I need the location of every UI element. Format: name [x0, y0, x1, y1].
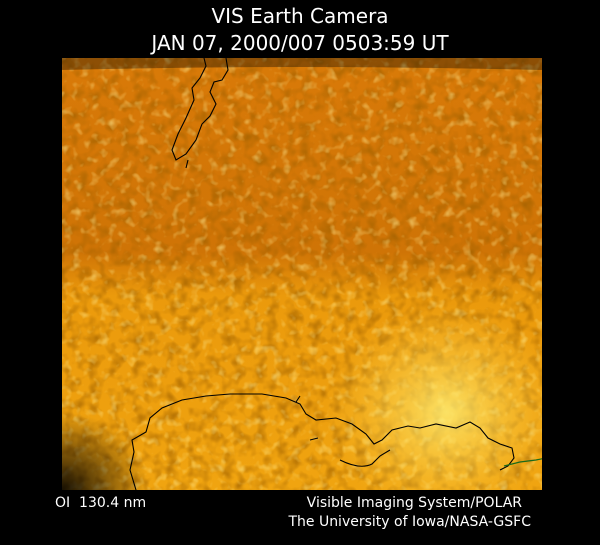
title: VIS Earth Camera	[211, 4, 388, 28]
aurora-image	[62, 58, 542, 490]
wavelength: OI 130.4 nm	[55, 495, 146, 511]
instrument: Visible Imaging System/POLAR	[307, 495, 523, 511]
credit: The University of Iowa/NASA-GSFC	[287, 514, 531, 530]
timestamp: JAN 07, 2000/007 0503:59 UT	[149, 31, 449, 55]
